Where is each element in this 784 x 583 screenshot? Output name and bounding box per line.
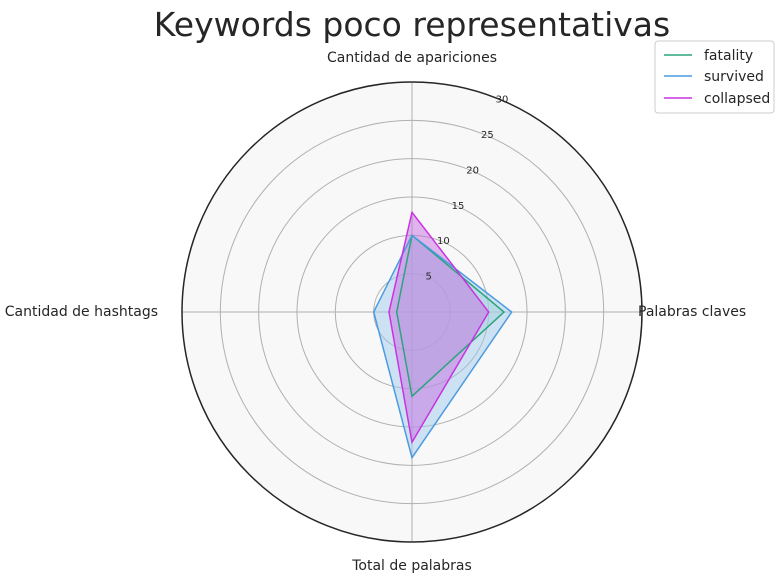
- chart-title: Keywords poco representativas: [154, 5, 670, 44]
- axis-label-palabras-claves: Palabras claves: [638, 304, 746, 320]
- tick-label-15: 15: [452, 201, 465, 212]
- legend-label-fatality: fatality: [704, 48, 753, 64]
- series-line-collapsed: [388, 210, 490, 445]
- axis-label-cantidad-de-apariciones: Cantidad de apariciones: [327, 50, 497, 66]
- tick-label-10: 10: [437, 236, 450, 247]
- radial-tick-labels: 5 10 15 20 25 30: [425, 95, 508, 283]
- tick-label-20: 20: [466, 165, 479, 176]
- legend-label-survived: survived: [704, 69, 764, 85]
- tick-label-25: 25: [481, 130, 494, 141]
- legend: fatality survived collapsed: [654, 40, 775, 114]
- tick-label-5: 5: [425, 272, 431, 283]
- series-fill-collapsed: [389, 212, 489, 443]
- axis-label-total-de-palabras: Total de palabras: [351, 558, 472, 574]
- series-line-survived: [372, 234, 513, 460]
- tick-label-30: 30: [496, 95, 509, 106]
- legend-frame: [654, 40, 775, 114]
- series-layer: [372, 210, 513, 460]
- legend-label-collapsed: collapsed: [704, 91, 770, 107]
- series-line-fatality: [395, 233, 506, 398]
- axis-label-cantidad-de-hashtags: Cantidad de hashtags: [5, 304, 158, 320]
- plot-frame: [181, 81, 643, 543]
